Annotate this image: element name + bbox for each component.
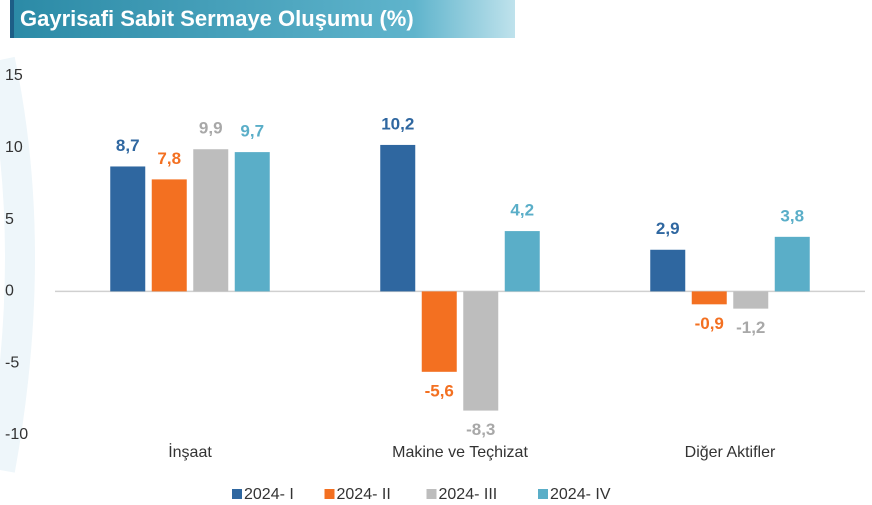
legend-label: 2024- IV bbox=[550, 486, 611, 503]
y-tick-label: -10 bbox=[5, 426, 28, 443]
legend-swatch bbox=[232, 489, 242, 499]
legend-label: 2024- I bbox=[244, 486, 294, 503]
data-label: -0,9 bbox=[695, 314, 724, 333]
data-label: 9,9 bbox=[199, 119, 223, 138]
data-label: -5,6 bbox=[425, 381, 454, 400]
legend-swatch bbox=[538, 489, 548, 499]
title-banner bbox=[10, 0, 515, 38]
bar bbox=[421, 291, 457, 372]
bar bbox=[691, 291, 727, 305]
data-label: -8,3 bbox=[466, 420, 495, 439]
legend-swatch bbox=[324, 489, 335, 499]
bar bbox=[151, 179, 187, 292]
bar bbox=[733, 291, 769, 309]
legend-swatch bbox=[426, 489, 437, 499]
legend-label: 2024- II bbox=[337, 486, 391, 503]
x-tick-label: Makine ve Teçhizat bbox=[392, 444, 528, 461]
data-label: 7,8 bbox=[157, 149, 181, 168]
y-tick-label: -5 bbox=[5, 354, 19, 371]
bar bbox=[234, 152, 270, 292]
y-tick-label: 5 bbox=[5, 211, 14, 228]
bar bbox=[193, 149, 229, 292]
legend-label: 2024- III bbox=[439, 486, 498, 503]
data-label: -1,2 bbox=[736, 318, 765, 337]
decoration bbox=[0, 56, 35, 473]
bar bbox=[463, 291, 499, 411]
bar bbox=[380, 144, 416, 292]
data-label: 8,7 bbox=[116, 136, 140, 155]
data-label: 4,2 bbox=[510, 201, 534, 220]
chart-title: Gayrisafi Sabit Sermaye Oluşumu (%) bbox=[20, 6, 414, 31]
title-accent bbox=[10, 0, 14, 38]
bar bbox=[504, 231, 540, 292]
bar bbox=[650, 249, 686, 292]
data-label: 9,7 bbox=[240, 122, 264, 141]
y-tick-label: 15 bbox=[5, 67, 23, 84]
x-tick-label: İnşaat bbox=[168, 442, 212, 461]
data-label: 2,9 bbox=[656, 219, 680, 238]
bar bbox=[774, 236, 810, 292]
y-tick-label: 10 bbox=[5, 139, 23, 156]
data-label: 3,8 bbox=[780, 206, 804, 225]
data-label: 10,2 bbox=[381, 114, 414, 133]
x-tick-label: Diğer Aktifler bbox=[685, 444, 776, 461]
y-tick-label: 0 bbox=[5, 283, 14, 300]
bar bbox=[110, 166, 146, 292]
